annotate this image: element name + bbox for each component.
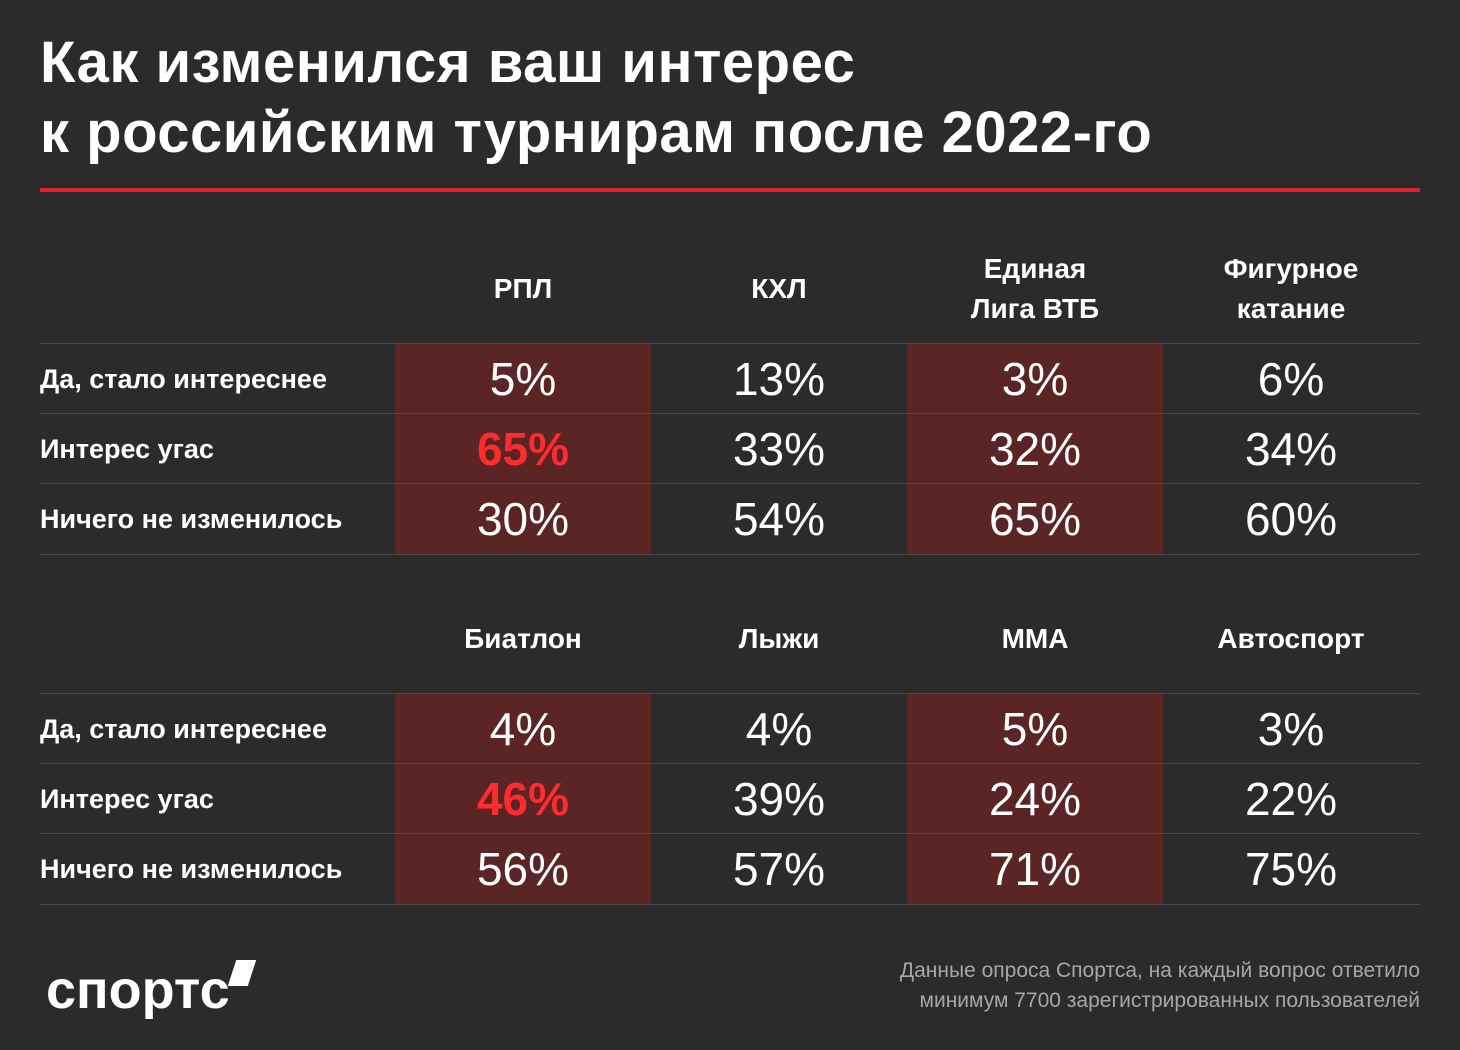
column-header: КХЛ — [651, 235, 907, 343]
column-header: Лыжи — [651, 585, 907, 693]
value-cell: 56% — [395, 834, 651, 904]
column-header-line: катание — [1236, 293, 1346, 324]
chart-title: Как изменился ваш интерес к российским т… — [40, 28, 1420, 168]
footnote-line-1: Данные опроса Спортса, на каждый вопрос … — [899, 959, 1420, 982]
value-cell: 60% — [1244, 493, 1338, 545]
value-cell: 4% — [395, 694, 651, 764]
title-line-2: к российским турнирам после 2022-го — [40, 100, 1153, 165]
value-cell: 71% — [907, 834, 1163, 904]
column-header-line: Фигурное — [1223, 253, 1359, 284]
value-cell: 54% — [732, 493, 826, 545]
value-cell: 6% — [1257, 353, 1325, 405]
title-underline — [40, 188, 1420, 192]
value-cell: 22% — [1244, 773, 1338, 825]
sports-logo: спортс — [46, 955, 256, 1025]
value-cell: 24% — [907, 764, 1163, 834]
value-cell: 57% — [732, 843, 826, 895]
value-cell-highlighted: 46% — [395, 764, 651, 834]
row-label: Ничего не изменилось — [40, 504, 343, 534]
column-header-label: Биатлон — [464, 619, 582, 659]
value-cell: 33% — [732, 423, 826, 475]
table-row: Ничего не изменилось 56% 57% 71% 75% — [40, 833, 1420, 905]
logo-mark-icon — [227, 960, 256, 986]
value-cell: 13% — [732, 353, 826, 405]
row-label: Да, стало интереснее — [40, 714, 327, 744]
value-cell: 65% — [907, 484, 1163, 554]
value-cell: 39% — [732, 773, 826, 825]
value-cell-highlighted: 65% — [395, 414, 651, 484]
column-header: Фигурное катание — [1163, 235, 1419, 343]
column-header: Автоспорт — [1163, 585, 1419, 693]
footnote-line-2: минимум 7700 зарегистрированных пользова… — [919, 989, 1420, 1012]
value-cell: 5% — [907, 694, 1163, 764]
value-cell: 75% — [1244, 843, 1338, 895]
table-row: Интерес угас 46% 39% 24% 22% — [40, 763, 1420, 834]
column-header-label: Единая Лига ВТБ — [971, 249, 1099, 329]
table-row: Да, стало интереснее 5% 13% 3% 6% — [40, 343, 1420, 414]
column-header-label: ММА — [1002, 619, 1069, 659]
value-cell: 32% — [907, 414, 1163, 484]
value-cell: 34% — [1244, 423, 1338, 475]
column-header: ММА — [907, 585, 1163, 693]
table-row: Ничего не изменилось 30% 54% 65% 60% — [40, 483, 1420, 555]
column-header-label: Лыжи — [739, 619, 820, 659]
column-header-line: ММА — [1001, 623, 1069, 654]
logo-text: спортс — [46, 960, 230, 1020]
column-header-line: Лига ВТБ — [970, 293, 1100, 324]
column-header-line: РПЛ — [493, 273, 553, 304]
column-header: РПЛ — [395, 235, 651, 343]
value-cell: 30% — [395, 484, 651, 554]
table-row: Интерес угас 65% 33% 32% 34% — [40, 413, 1420, 484]
row-label: Ничего не изменилось — [40, 854, 343, 884]
row-label: Интерес угас — [40, 434, 214, 464]
title-line-1: Как изменился ваш интерес — [40, 30, 856, 95]
value-cell: 4% — [745, 703, 813, 755]
column-header-line: Автоспорт — [1217, 623, 1365, 654]
row-label: Да, стало интереснее — [40, 364, 327, 394]
column-header-label: Фигурное катание — [1224, 249, 1359, 329]
column-header-label: РПЛ — [494, 269, 552, 309]
column-header-line: Биатлон — [464, 623, 582, 654]
source-footnote: Данные опроса Спортса, на каждый вопрос … — [720, 956, 1420, 1016]
value-cell: 5% — [395, 344, 651, 414]
column-header-line: Единая — [983, 253, 1087, 284]
column-header-label: Автоспорт — [1217, 619, 1364, 659]
table-row: Да, стало интереснее 4% 4% 5% 3% — [40, 693, 1420, 764]
value-cell: 3% — [1257, 703, 1325, 755]
column-header-label: КХЛ — [751, 269, 806, 309]
column-header-line: КХЛ — [751, 273, 807, 304]
column-header: Биатлон — [395, 585, 651, 693]
column-header-line: Лыжи — [738, 623, 820, 654]
column-header: Единая Лига ВТБ — [907, 235, 1163, 343]
value-cell: 3% — [907, 344, 1163, 414]
row-label: Интерес угас — [40, 784, 214, 814]
